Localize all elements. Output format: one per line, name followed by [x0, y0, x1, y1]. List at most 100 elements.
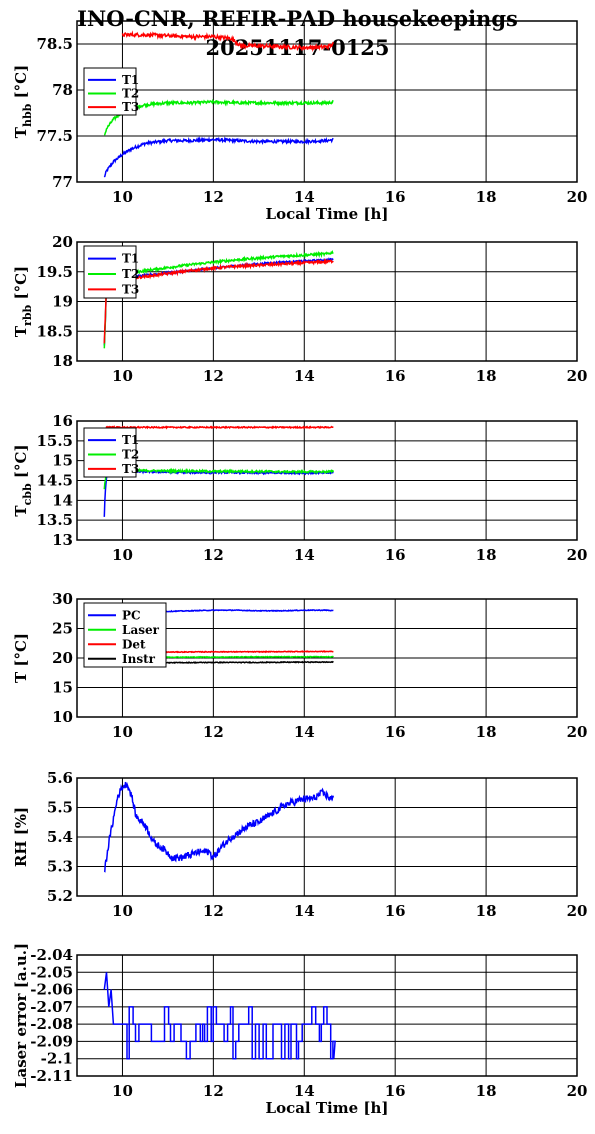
y-tick-label: 20 [52, 649, 73, 667]
y-tick-label: 13.5 [36, 511, 73, 529]
x-tick-label: 20 [567, 1082, 588, 1100]
y-tick-label: 78 [52, 81, 73, 99]
plot-frame [76, 241, 578, 362]
y-tick-label: 13 [52, 531, 73, 549]
x-tick-label: 10 [112, 367, 133, 385]
series-group [103, 425, 335, 517]
legend-box [83, 602, 167, 668]
series-group [103, 250, 334, 349]
x-tick-label: 18 [476, 188, 497, 206]
y-tick-label: 5.4 [47, 828, 73, 846]
y-tick-label: 5.3 [47, 858, 73, 876]
x-tick-label: 18 [476, 902, 497, 920]
x-tick-label: 14 [294, 723, 315, 741]
x-tick-label: 12 [203, 367, 224, 385]
chart-panel-6: 10 12 14 16 18 20-2.11-2.1-2.09-2.08-2.07-2.0… [12, 943, 587, 1117]
y-tick-label: 20 [52, 233, 73, 251]
series-group [103, 781, 335, 873]
y-tick-label: -2.06 [30, 981, 73, 999]
x-tick-label: 20 [567, 723, 588, 741]
y-tick-label: -2.04 [30, 946, 73, 964]
x-tick-label: 10 [112, 902, 133, 920]
x-axis-label: Local Time [h] [266, 205, 389, 223]
legend-label-instr: Instr [122, 652, 156, 666]
y-axis-label: Laser error [a.u.] [12, 943, 30, 1088]
x-tick-label: 20 [567, 546, 588, 564]
legend-label-t1: T1 [122, 73, 139, 87]
y-tick-label: 19 [52, 293, 73, 311]
x-tick-label: 16 [385, 188, 406, 206]
y-axis-label: Tcbb [°C] [12, 444, 34, 516]
x-tick-label: 18 [476, 546, 497, 564]
x-tick-label: 14 [294, 367, 315, 385]
x-tick-label: 20 [567, 902, 588, 920]
x-tick-label: 16 [385, 902, 406, 920]
y-tick-label: -2.07 [30, 998, 73, 1016]
plot-frame [76, 777, 578, 897]
x-tick-label: 18 [476, 1082, 497, 1100]
y-tick-label: 5.6 [47, 769, 73, 787]
y-tick-label: 25 [52, 620, 73, 638]
y-tick-label: 16 [52, 412, 73, 430]
grid-lines [77, 21, 578, 183]
x-tick-label: 10 [112, 546, 133, 564]
series-line-t3 [103, 258, 334, 344]
plot-frame [76, 598, 578, 718]
x-tick-label: 14 [294, 546, 315, 564]
legend-label-t3: T3 [122, 282, 139, 296]
y-tick-label: -2.08 [30, 1015, 73, 1033]
x-tick-label: 12 [203, 902, 224, 920]
y-tick-label: -2.05 [30, 963, 73, 981]
x-tick-label: 14 [294, 902, 315, 920]
plot-frame [76, 420, 578, 541]
y-tick-label: -2.1 [41, 1050, 73, 1068]
y-tick-label: 19.5 [36, 263, 73, 281]
legend-label-laser: Laser [122, 623, 160, 637]
y-tick-label: 14.5 [36, 472, 73, 490]
series-line-t3 [121, 30, 334, 53]
y-axis-label: RH [%] [12, 807, 30, 867]
y-tick-label: 5.5 [47, 799, 73, 817]
y-tick-label: 78.5 [36, 35, 73, 53]
chart-panel-1: 10 12 14 16 18 20 77 77.5 78 78.5 Local Time [h] Th… [12, 20, 588, 223]
series-line-t1 [103, 136, 334, 178]
grid-lines [77, 420, 578, 541]
series-line-t2 [103, 467, 335, 490]
x-tick-label: 16 [385, 1082, 406, 1100]
x-tick-label: 12 [203, 188, 224, 206]
series-group [103, 972, 336, 1060]
y-tick-label: 15 [52, 452, 73, 470]
x-tick-label: 18 [476, 723, 497, 741]
y-axis-label: T [°C] [12, 633, 30, 683]
legend-label-t2: T2 [122, 267, 139, 281]
x-tick-label: 12 [203, 546, 224, 564]
x-tick-label: 10 [112, 188, 133, 206]
y-tick-label: -2.09 [30, 1032, 73, 1050]
y-tick-label: 77 [52, 173, 73, 191]
y-tick-label: 15 [52, 679, 73, 697]
y-tick-label: -2.11 [30, 1067, 73, 1085]
chart-panel-5: 10 12 14 16 18 20 5.2 5.3 5.4 5.5 5.6 RH [%] [12, 769, 587, 920]
y-axis-label: Thbb [°C] [12, 65, 34, 138]
y-tick-label: 18.5 [36, 322, 73, 340]
legend-label-pc: PC [122, 608, 141, 622]
y-tick-label: 14 [52, 491, 73, 509]
series-line-t1 [103, 469, 334, 517]
series-group [103, 30, 334, 178]
legend-label-t2: T2 [122, 87, 139, 101]
x-tick-label: 10 [112, 723, 133, 741]
series-line-data [103, 972, 336, 1060]
y-tick-label: 18 [52, 352, 73, 370]
x-tick-label: 12 [203, 723, 224, 741]
y-tick-label: 77.5 [36, 127, 73, 145]
y-tick-label: 15.5 [36, 432, 73, 450]
x-tick-label: 12 [203, 1082, 224, 1100]
x-tick-label: 10 [112, 1082, 133, 1100]
x-tick-label: 20 [567, 188, 588, 206]
